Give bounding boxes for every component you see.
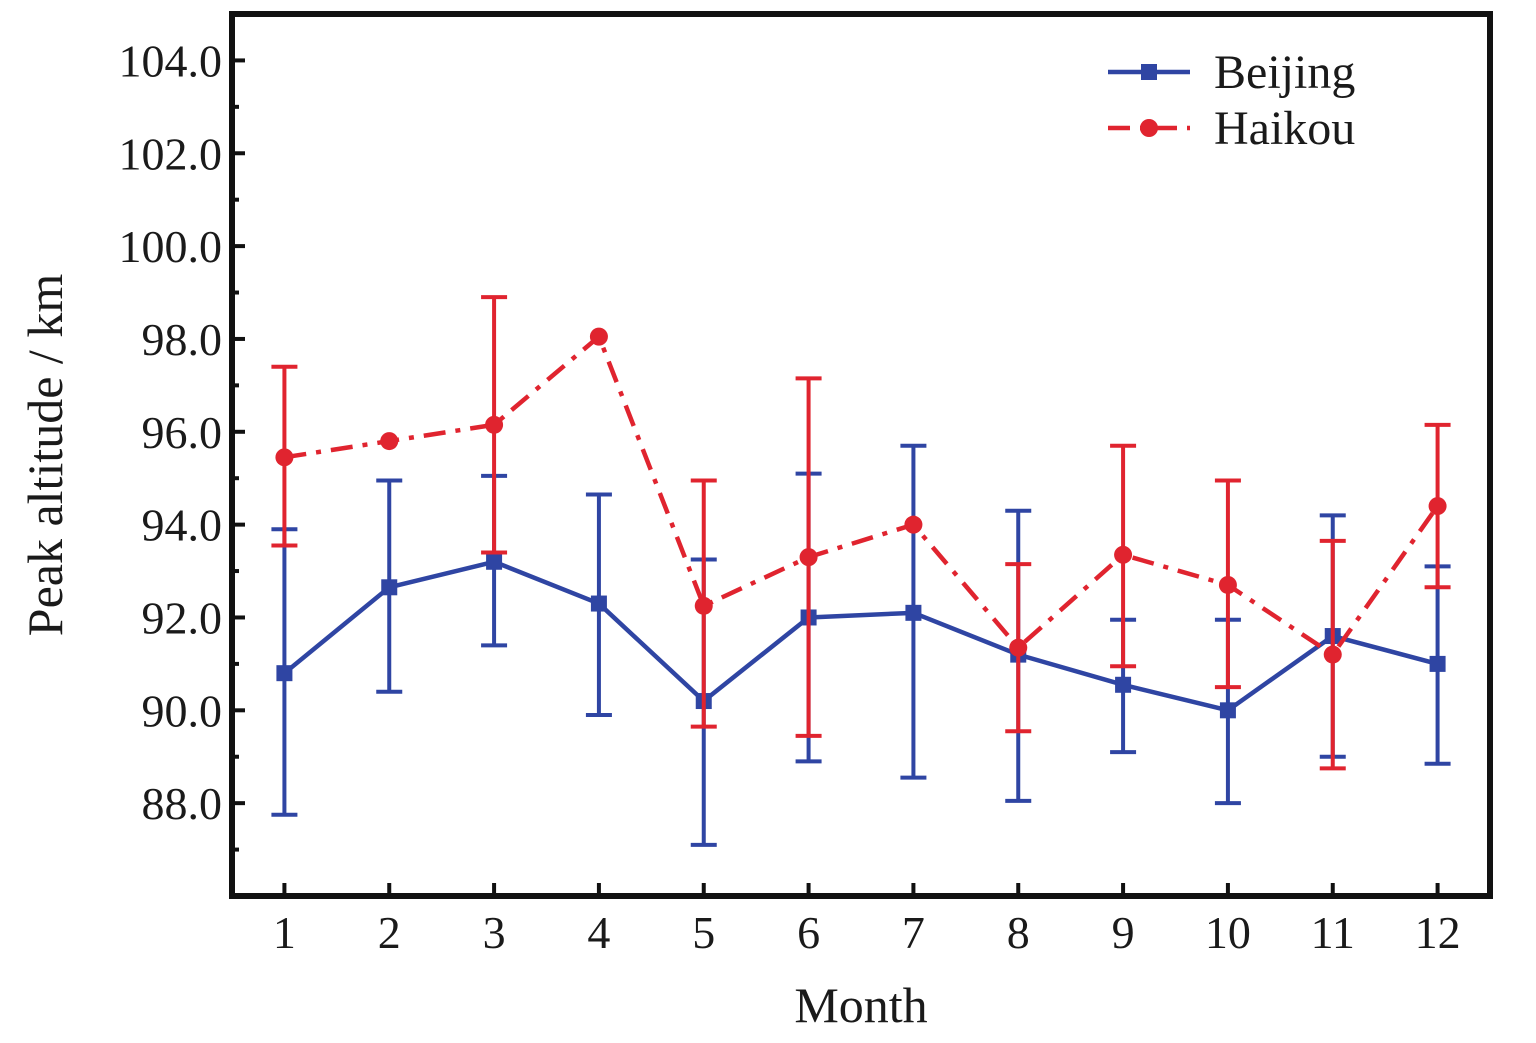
haikou-point (904, 515, 923, 534)
x-tick-label: 10 (1205, 907, 1251, 958)
haikou-point (1218, 575, 1237, 594)
x-tick-label: 8 (1007, 907, 1030, 958)
beijing-point (1219, 702, 1236, 719)
beijing-point (1429, 655, 1446, 672)
legend-label-haikou: Haikou (1214, 102, 1355, 155)
haikou-point (1114, 545, 1133, 564)
beijing-point (905, 604, 922, 621)
y-tick-label: 100.0 (119, 221, 223, 272)
x-tick-label: 2 (378, 907, 401, 958)
haikou-point (1009, 638, 1028, 657)
x-tick-label: 4 (587, 907, 610, 958)
y-tick-label: 88.0 (142, 778, 223, 829)
x-tick-label: 5 (692, 907, 715, 958)
y-tick-label: 90.0 (142, 685, 223, 736)
x-tick-label: 1 (273, 907, 296, 958)
haikou-point (485, 415, 504, 434)
haikou-point (1323, 645, 1342, 664)
x-axis-title: Month (794, 977, 927, 1033)
y-tick-label: 104.0 (119, 35, 223, 86)
series-haikou (271, 295, 1451, 771)
y-tick-label: 102.0 (119, 128, 223, 179)
beijing-point (486, 553, 503, 570)
haikou-line (284, 334, 1440, 657)
series-layer (271, 295, 1451, 847)
haikou-point (380, 432, 399, 451)
beijing-line (282, 559, 1439, 713)
y-tick-label: 96.0 (142, 407, 223, 458)
y-tick-label: 94.0 (142, 500, 223, 551)
x-tick-label: 3 (483, 907, 506, 958)
y-axis-title: Peak altitude / km (17, 274, 73, 637)
haikou-point (799, 548, 818, 567)
beijing-point (590, 595, 607, 612)
legend-marker-beijing (1141, 64, 1157, 80)
y-tick-label: 98.0 (142, 314, 223, 365)
haikou-point (694, 596, 713, 615)
legend-marker-haikou (1140, 119, 1158, 137)
plot-frame (229, 11, 1493, 899)
haikou-point (275, 448, 294, 467)
x-tick-label: 6 (797, 907, 820, 958)
x-tick-label: 11 (1311, 907, 1355, 958)
y-tick-label: 92.0 (142, 592, 223, 643)
series-beijing (271, 443, 1451, 847)
haikou-point (1428, 497, 1447, 516)
haikou-point (589, 327, 608, 346)
legend-label-beijing: Beijing (1214, 46, 1355, 99)
x-axis-ticks: 1 2 3 4 5 6 7 8 9 10 11 12 (273, 883, 1461, 958)
beijing-point (1115, 676, 1132, 693)
x-tick-label: 9 (1112, 907, 1135, 958)
x-tick-label: 12 (1415, 907, 1461, 958)
x-tick-label: 7 (902, 907, 925, 958)
y-axis-ticks: 88.0 90.0 92.0 94.0 96.0 98.0 100.0 102.0 104.0 (119, 35, 245, 852)
beijing-point (381, 579, 398, 596)
beijing-point (276, 665, 293, 682)
